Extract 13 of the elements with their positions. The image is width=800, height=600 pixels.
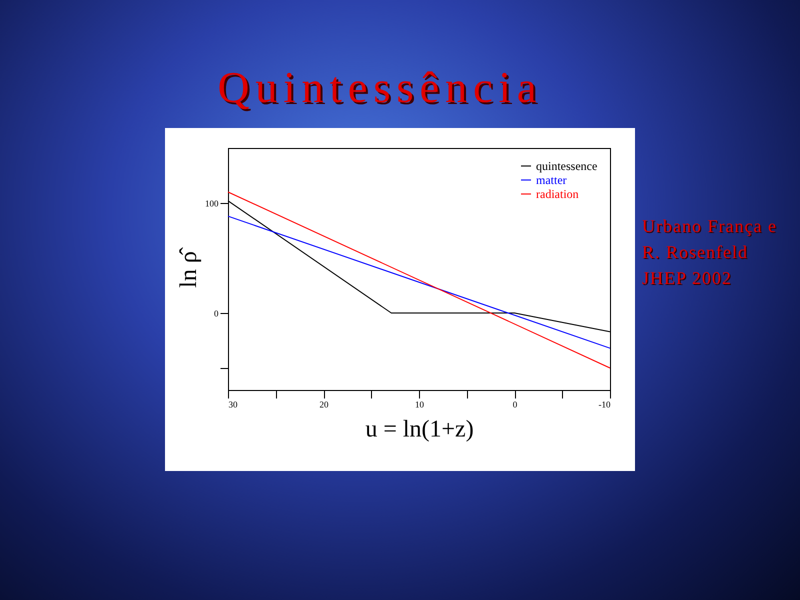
y-tick-label: 100 (205, 198, 219, 208)
legend-label: radiation (536, 187, 579, 201)
x-tick-label: -10 (598, 400, 611, 410)
x-tick-label: 10 (415, 400, 424, 410)
x-axis-title: u = ln(1+z) (365, 416, 474, 442)
chart-title: Quintessência (216, 62, 544, 113)
legend-label: matter (536, 173, 567, 187)
text: Urbano França e R. Rosenfeld JHEP 2002 (642, 215, 778, 290)
x-tick-label: 0 (512, 400, 518, 410)
legend-label: quintessence (536, 159, 598, 173)
y-axis-title: ln ρ̂ (176, 247, 202, 288)
x-tick-label: 20 (320, 400, 329, 410)
x-tick-label: 30 (228, 400, 238, 410)
